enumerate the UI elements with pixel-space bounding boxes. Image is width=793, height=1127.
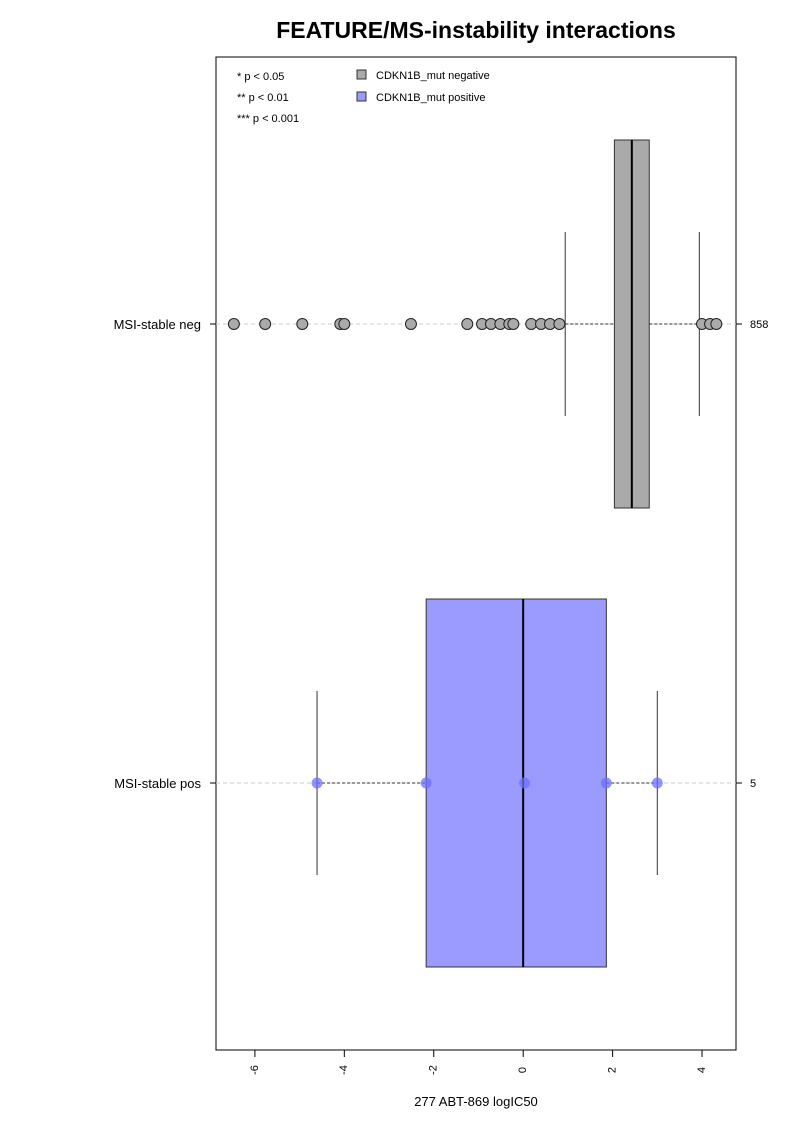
count-label: 5 [750,778,756,790]
count-label: 858 [750,319,768,331]
box [425,598,607,968]
y-tick-label: MSI-stable pos [114,776,201,791]
x-axis-label: 277 ABT-869 logIC50 [414,1094,538,1109]
legend-label: CDKN1B_mut positive [376,92,485,104]
outlier-point [259,318,272,330]
x-tick-label: 4 [696,1067,708,1073]
significance-note: *** p < 0.001 [237,113,299,125]
data-point [651,777,663,789]
legend-swatch [356,69,367,80]
x-tick-label: 2 [607,1067,619,1073]
significance-note: * p < 0.05 [237,71,284,83]
y-tick-label: MSI-stable neg [114,317,201,332]
outlier-point [710,318,723,330]
data-point [420,777,432,789]
outlier-point [404,318,417,330]
data-point [519,777,531,789]
significance-note: ** p < 0.01 [237,92,289,104]
x-tick-label: 0 [517,1067,529,1073]
outlier-point [296,318,309,330]
plot-frame [215,56,737,1051]
legend-swatch [356,91,367,102]
data-point [311,777,323,789]
chart-title: FEATURE/MS-instability interactions [276,17,676,43]
legend-label: CDKN1B_mut negative [376,70,490,82]
data-point [600,777,612,789]
outlier-point [227,318,240,330]
outlier-point [461,318,474,330]
x-tick-label: -2 [428,1065,440,1075]
outlier-point [553,318,566,330]
outlier-point [507,318,520,330]
outlier-point [338,318,351,330]
x-tick-label: -6 [249,1065,261,1075]
x-tick-label: -4 [338,1065,350,1075]
